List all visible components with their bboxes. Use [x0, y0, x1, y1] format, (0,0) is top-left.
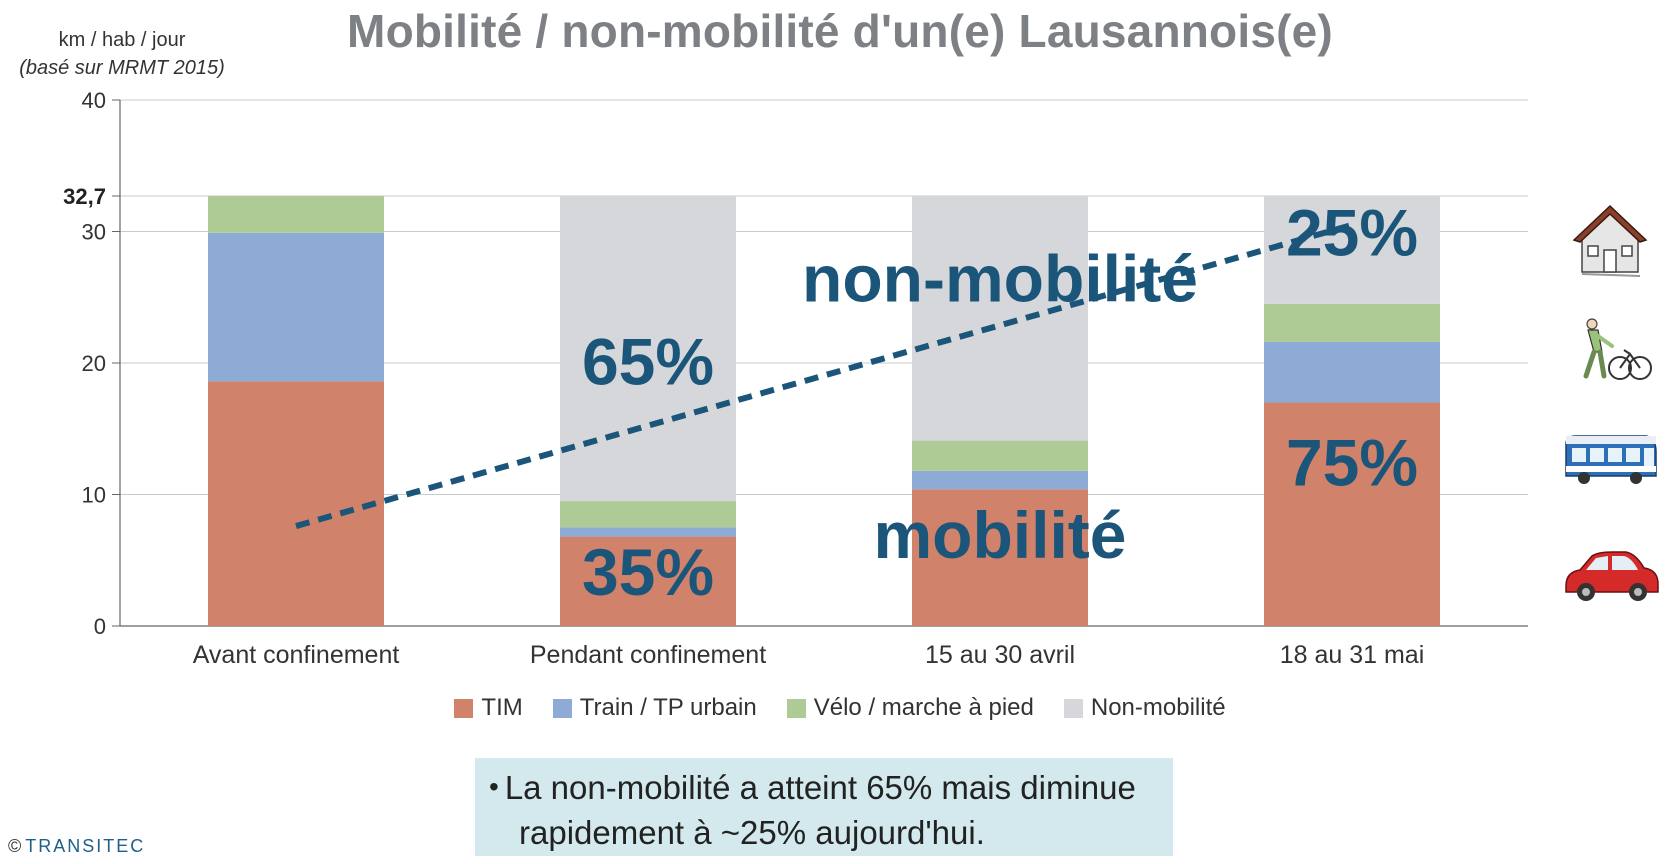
- x-tick-label: Avant confinement: [193, 641, 400, 669]
- bar-velo-marche-a-pied-18-au-31-mai: [1264, 303, 1440, 342]
- y-tick-label: 10: [82, 483, 106, 508]
- bar-velo-marche-a-pied-15-au-30-avril: [912, 440, 1088, 471]
- y-tick-label: 20: [82, 351, 106, 376]
- pedestrian-bicycle-icon: [1583, 318, 1652, 380]
- bar-non-mobilite-18-au-31-mai: [1264, 195, 1440, 304]
- copyright-symbol: ©: [8, 836, 22, 856]
- unit-label: km / hab / jour: [58, 29, 186, 51]
- legend-label-train: Train / TP urbain: [579, 694, 757, 721]
- bar-train-tp-urbain-avant-confinement: [208, 232, 384, 382]
- x-tick-label: Pendant confinement: [530, 641, 766, 669]
- bar-train-tp-urbain-15-au-30-avril: [912, 470, 1088, 490]
- brand-name: TRANSITEC: [25, 836, 146, 856]
- bar-non-mobilite-15-au-30-avril: [912, 195, 1088, 441]
- annotation-25pct: 25%: [1286, 196, 1418, 270]
- legend-item-velo: Vélo / marche à pied: [786, 694, 1034, 722]
- bus-icon: [1565, 435, 1657, 484]
- bar-tim-pendant-confinement: [560, 536, 736, 626]
- bar-velo-marche-a-pied-avant-confinement: [208, 195, 384, 233]
- car-icon: [1565, 551, 1659, 601]
- note-line-1: • La non-mobilité a atteint 65% mais dimi…: [489, 764, 1159, 810]
- y-tick-label: 40: [82, 88, 106, 113]
- note-box: • La non-mobilité a atteint 65% mais dimi…: [475, 758, 1173, 856]
- unit-note: (basé sur MRMT 2015): [19, 57, 225, 79]
- house-icon: [1572, 204, 1648, 277]
- legend-label-non-mobilite: Non-mobilité: [1090, 694, 1226, 721]
- bar-train-tp-urbain-pendant-confinement: [560, 527, 736, 537]
- bar-train-tp-urbain-18-au-31-mai: [1264, 341, 1440, 403]
- bar-tim-avant-confinement: [208, 381, 384, 626]
- legend-item-tim: TIM: [454, 694, 523, 722]
- legend-swatch-train: [552, 698, 572, 718]
- legend-swatch-tim: [454, 698, 474, 718]
- annotation-non-mobilite: non-mobilité: [802, 242, 1198, 316]
- stacked-bar-chart: 0 10 20 30 40 32,7 Avant confinement Pendant co…: [63, 88, 1528, 669]
- annotation-mobilite: mobilité: [873, 498, 1126, 572]
- annotation-65pct: 65%: [582, 324, 714, 398]
- chart-title: Mobilité / non-mobilité d'un(e) Lausanno…: [347, 5, 1333, 57]
- bar-velo-marche-a-pied-pendant-confinement: [560, 501, 736, 528]
- bar-non-mobilite-pendant-confinement: [560, 195, 736, 502]
- chart-legend: TIM Train / TP urbain Vélo / marche à pi…: [0, 694, 1680, 722]
- annotation-35pct: 35%: [582, 535, 714, 609]
- legend-swatch-velo: [786, 698, 806, 718]
- y-tick-label-extra: 32,7: [63, 184, 106, 209]
- y-tick-label: 30: [82, 220, 106, 245]
- y-tick-label: 0: [94, 614, 106, 639]
- copyright: © TRANSITEC: [8, 836, 145, 857]
- legend-swatch-non-mobilite: [1063, 698, 1083, 718]
- bar-tim-18-au-31-mai: [1264, 402, 1440, 626]
- legend-label-tim: TIM: [481, 694, 523, 721]
- note-text-1: La non-mobilité a atteint 65% mais dimin…: [504, 769, 1136, 806]
- y-axis-unit: km / hab / jour (basé sur MRMT 2015): [4, 26, 240, 82]
- legend-label-velo: Vélo / marche à pied: [813, 694, 1034, 721]
- note-bullet: •: [489, 771, 499, 802]
- legend-item-train: Train / TP urbain: [552, 694, 757, 722]
- bar-tim-15-au-30-avril: [912, 489, 1088, 626]
- note-line-2: rapidement à ~25% aujourd'hui.: [519, 814, 985, 851]
- annotation-75pct: 75%: [1286, 426, 1418, 500]
- x-tick-label: 18 au 31 mai: [1280, 641, 1425, 669]
- x-tick-label: 15 au 30 avril: [925, 641, 1075, 669]
- legend-item-non-mobilite: Non-mobilité: [1063, 694, 1226, 722]
